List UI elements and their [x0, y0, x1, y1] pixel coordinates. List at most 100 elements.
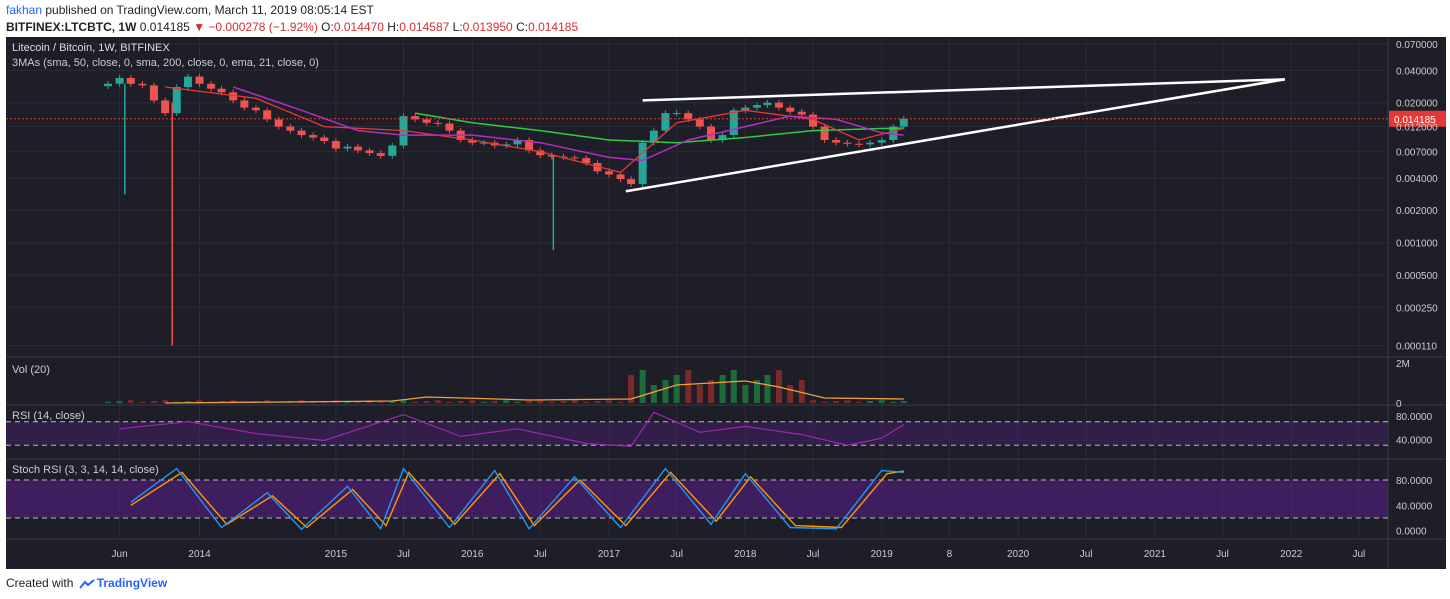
candle-body-21 — [343, 146, 352, 149]
volume-bar-57 — [753, 380, 760, 403]
candle-body-58 — [763, 102, 772, 106]
volume-bar-63 — [821, 401, 828, 403]
volume-bar-51 — [685, 370, 692, 403]
volume-pane-label: Vol (20) — [12, 364, 50, 376]
volume-bar-68 — [878, 400, 885, 403]
stoch-k-line — [130, 467, 904, 531]
candle-body-6 — [172, 87, 181, 114]
low-value: 0.013950 — [462, 20, 513, 34]
symbol-label: BITFINEX:LTCBTC, 1W — [6, 20, 137, 34]
x-tick-label-7: Jul — [670, 549, 683, 560]
y-tick-label-5: 0.004000 — [1396, 174, 1438, 185]
x-tick-label-1: 2014 — [188, 549, 211, 560]
low-label: L: — [452, 20, 463, 34]
open-label: O: — [321, 20, 334, 34]
volume-bar-18 — [310, 401, 317, 403]
indicator-legend: 3MAs (sma, 50, close, 0, sma, 200, close… — [12, 57, 319, 69]
volume-bar-67 — [867, 401, 874, 403]
volume-bar-27 — [412, 401, 419, 403]
candle-body-24 — [376, 153, 385, 156]
volume-bar-69 — [890, 401, 897, 403]
y-tick-label-9: 0.000250 — [1396, 303, 1438, 314]
chart-svg[interactable]: 0.014185 0.070000 0.040000 0.020000 0.012000… — [6, 37, 1446, 569]
volume-bar-28 — [423, 401, 430, 403]
volume-bar-66 — [855, 401, 862, 403]
candle-body-68 — [877, 139, 886, 143]
stoch-band — [6, 480, 1388, 518]
candle-body-59 — [774, 102, 783, 108]
volume-bar-36 — [514, 401, 521, 403]
stoch-tick-label-0: 80.0000 — [1396, 476, 1433, 487]
volume-bar-52 — [696, 385, 703, 403]
volume-bar-45 — [617, 401, 624, 403]
y-tick-label-6: 0.002000 — [1396, 206, 1438, 217]
candle-body-5 — [161, 100, 170, 114]
volume-bar-11 — [230, 400, 237, 403]
volume-bar-44 — [606, 400, 613, 403]
candle-body-29 — [433, 122, 442, 124]
candle-body-46 — [627, 179, 636, 185]
rsi-tick-label-1: 40.0000 — [1396, 435, 1433, 446]
x-tick-label-11: 8 — [947, 549, 953, 560]
volume-bar-2 — [127, 400, 134, 403]
volume-bar-54 — [719, 375, 726, 403]
candle-body-56 — [741, 107, 750, 111]
candle-body-67 — [866, 142, 875, 145]
x-tick-label-10: 2019 — [871, 549, 894, 560]
high-label: H: — [387, 20, 400, 34]
sma200-line — [414, 112, 904, 144]
candle-body-43 — [593, 162, 602, 172]
x-tick-label-14: 2021 — [1144, 549, 1167, 560]
y-tick-label-8: 0.000500 — [1396, 271, 1438, 282]
x-tick-label-4: 2016 — [461, 549, 484, 560]
candle-body-30 — [445, 123, 454, 131]
candle-body-44 — [605, 171, 614, 175]
volume-bar-32 — [469, 400, 476, 403]
x-tick-label-17: Jul — [1352, 549, 1365, 560]
volume-bar-56 — [742, 385, 749, 403]
candle-body-22 — [353, 146, 362, 151]
author-link[interactable]: fakhan — [6, 3, 43, 17]
tradingview-brand[interactable]: TradingView — [96, 576, 168, 590]
volume-bar-34 — [491, 401, 498, 403]
volume-bar-29 — [434, 400, 441, 403]
candle-body-7 — [183, 76, 192, 88]
candle-body-45 — [616, 174, 625, 180]
x-tick-label-9: Jul — [807, 549, 820, 560]
candle-body-11 — [229, 92, 238, 101]
candle-body-0 — [104, 83, 112, 87]
candle-body-36 — [513, 139, 522, 145]
x-tick-label-16: 2022 — [1280, 549, 1303, 560]
chart-header: fakhan published on TradingView.com, Mar… — [6, 0, 1446, 36]
volume-bar-60 — [787, 385, 794, 403]
candle-body-50 — [672, 113, 681, 115]
candle-body-10 — [217, 88, 226, 93]
volume-bar-47 — [639, 370, 646, 403]
volume-bar-43 — [594, 401, 601, 403]
volume-ma-line — [165, 380, 904, 404]
price-change: ▼ −0.000278 (−1.92%) — [193, 20, 318, 34]
x-tick-label-5: Jul — [534, 549, 547, 560]
volume-bar-21 — [344, 401, 351, 403]
stoch-pane-label: Stoch RSI (3, 3, 14, 14, close) — [12, 464, 159, 476]
volume-bar-4 — [150, 401, 157, 403]
chart-canvas[interactable]: 0.014185 0.070000 0.040000 0.020000 0.012000… — [6, 37, 1446, 569]
volume-tick-label-1: 0 — [1396, 399, 1402, 410]
x-tick-label-15: Jul — [1216, 549, 1229, 560]
volume-bar-22 — [354, 401, 361, 403]
candle-body-62 — [808, 114, 817, 127]
volume-bar-31 — [457, 401, 464, 403]
candle-body-64 — [832, 139, 841, 143]
volume-bar-65 — [844, 400, 851, 403]
candle-body-61 — [797, 111, 806, 115]
candle-body-1 — [115, 77, 124, 84]
candle-body-16 — [286, 126, 295, 131]
y-tick-label-10: 0.000110 — [1396, 342, 1437, 353]
candle-body-55 — [729, 110, 738, 136]
close-value: 0.014185 — [528, 20, 579, 34]
candle-body-23 — [365, 150, 374, 154]
y-tick-label-4: 0.007000 — [1396, 148, 1438, 159]
x-tick-label-13: Jul — [1080, 549, 1093, 560]
candle-body-14 — [263, 110, 272, 120]
y-tick-label-3: 0.012000 — [1396, 123, 1438, 134]
